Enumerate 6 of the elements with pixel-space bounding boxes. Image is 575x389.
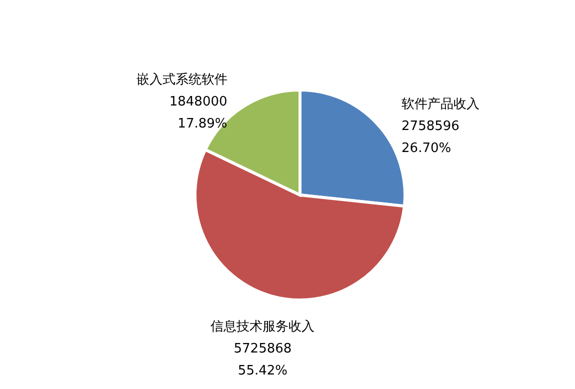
data-label: 2758596 26.70% [402, 118, 460, 156]
slice-label: 软件产品收入 [402, 96, 480, 112]
data-label: 5725868 55.42% [234, 341, 292, 378]
data-label: 1848000 17.89% [169, 94, 228, 132]
slice-label: 信息技术服务收入 [210, 319, 315, 334]
slice-label: 嵌入式系统软件 [136, 72, 228, 88]
